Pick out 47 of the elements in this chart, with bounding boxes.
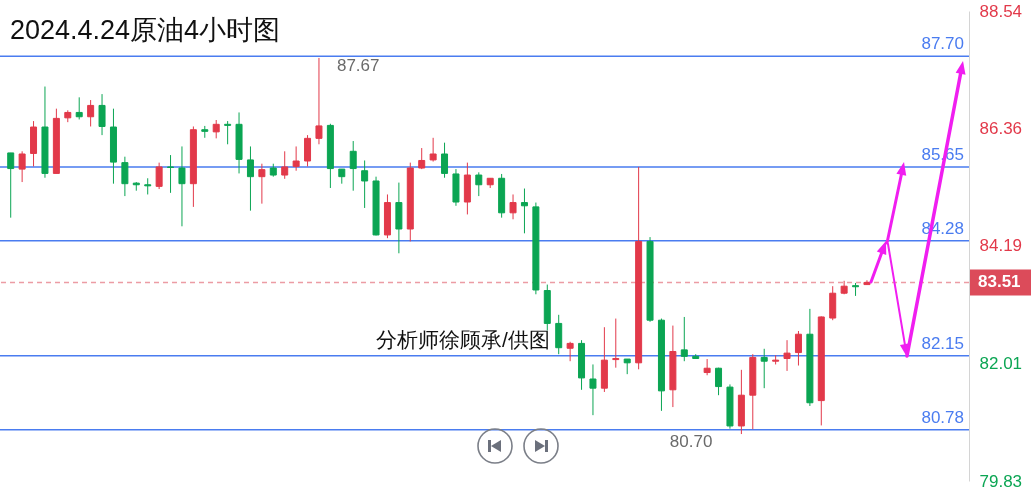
candlestick	[760, 348, 768, 389]
candlestick	[863, 279, 871, 286]
candlestick	[612, 318, 620, 369]
y-tick-label: 86.36	[979, 119, 1023, 139]
ref-line-label: 82.15	[921, 333, 964, 353]
ref-line-label: 87.70	[921, 34, 964, 54]
ref-line-label: 80.78	[921, 407, 964, 427]
y-tick-label: 79.83	[979, 471, 1023, 491]
candlestick	[224, 120, 232, 145]
candlestick	[155, 162, 163, 190]
y-tick-label: 84.19	[979, 236, 1023, 256]
annotation: 87.67	[336, 55, 380, 75]
candlestick	[7, 152, 15, 219]
candlestick	[121, 156, 129, 197]
candlestick	[794, 330, 802, 367]
candlestick	[566, 341, 574, 362]
candlestick	[18, 150, 26, 183]
candlestick	[98, 93, 106, 136]
ref-line-label: 83.51	[978, 272, 1021, 292]
chart-title: 2024.4.24原油4小时图	[10, 15, 281, 45]
candlestick	[87, 99, 95, 127]
annotation: 分析师徐顾承/供图	[376, 328, 550, 351]
candlestick	[258, 163, 266, 205]
candlestick	[349, 140, 357, 192]
candlestick	[167, 154, 175, 194]
y-tick-label: 82.01	[979, 353, 1023, 373]
candlestick	[520, 188, 528, 234]
candlestick	[783, 339, 791, 372]
candlestick	[441, 142, 449, 179]
candlestick	[292, 145, 300, 172]
candlestick	[509, 193, 517, 220]
candlestick	[281, 150, 289, 180]
candlestick	[429, 137, 437, 163]
candlestick	[246, 145, 254, 212]
candlestick	[680, 316, 688, 362]
annotation: 80.70	[669, 432, 713, 452]
candlestick	[75, 96, 83, 120]
candlestick	[703, 358, 711, 376]
candlestick	[315, 57, 323, 145]
candlestick	[212, 119, 220, 139]
candlestick	[304, 134, 312, 167]
candlestick	[475, 171, 483, 197]
y-tick-label: 88.54	[979, 1, 1023, 21]
candlestick	[361, 159, 369, 209]
candlestick	[589, 363, 597, 416]
candlestick	[178, 145, 186, 227]
candlestick	[715, 367, 723, 396]
